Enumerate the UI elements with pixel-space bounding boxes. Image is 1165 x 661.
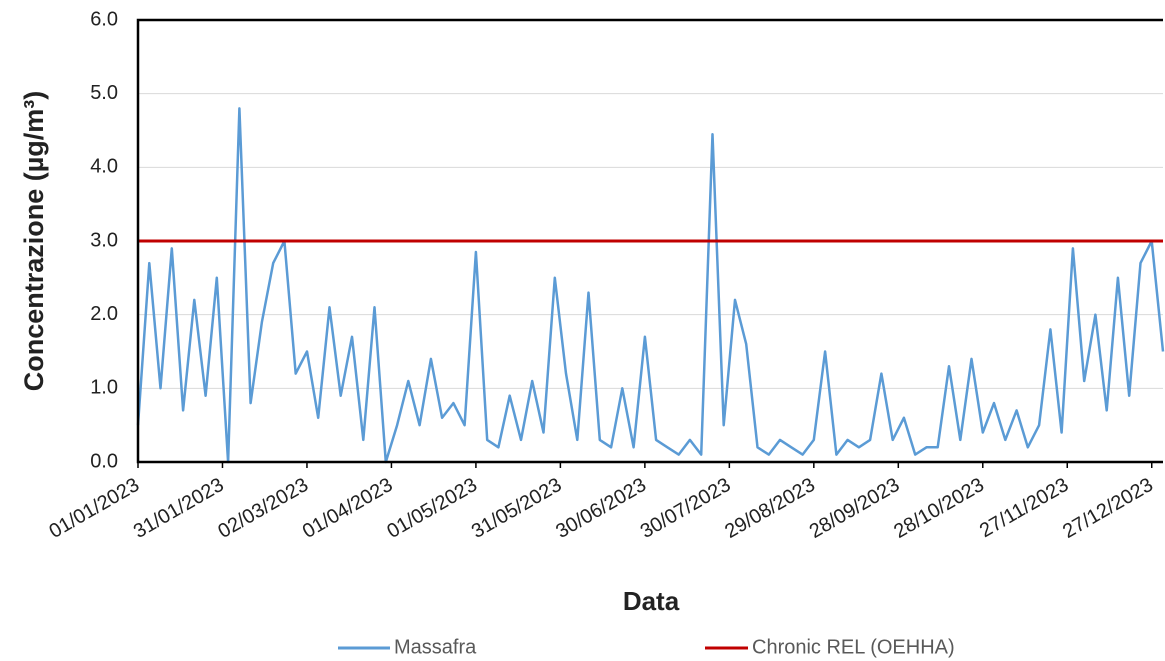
y-tick-label: 3.0 <box>90 229 118 251</box>
x-tick-label: 28/10/2023 <box>890 474 988 543</box>
x-tick-label: 01/01/2023 <box>45 474 143 543</box>
plot-border <box>136 18 1163 464</box>
legend-label: Massafra <box>394 636 477 658</box>
y-tick-label: 2.0 <box>90 303 118 325</box>
x-tick-label: 30/07/2023 <box>637 474 735 543</box>
y-tick-label: 6.0 <box>90 8 118 30</box>
x-tick-label: 30/06/2023 <box>552 474 650 543</box>
data-line <box>136 107 1165 464</box>
y-tick-label: 0.0 <box>90 450 118 472</box>
x-tick-label: 02/03/2023 <box>214 474 312 543</box>
x-tick-label: 29/08/2023 <box>721 474 819 543</box>
y-axis-title: Concentrazione (µg/m³) <box>19 91 49 392</box>
x-tick-label: 01/05/2023 <box>383 474 481 543</box>
x-axis-title: Data <box>623 586 680 616</box>
x-tick-label: 28/09/2023 <box>806 474 904 543</box>
x-tick-label: 31/01/2023 <box>130 474 228 543</box>
y-tick-label: 1.0 <box>90 377 118 399</box>
y-tick-label: 4.0 <box>90 156 118 178</box>
x-tick-label: 01/04/2023 <box>299 474 397 543</box>
y-tick-label: 5.0 <box>90 82 118 104</box>
x-tick-label: 27/11/2023 <box>976 474 1072 542</box>
legend-label: Chronic REL (OEHHA) <box>752 636 955 658</box>
x-tick-label: 27/12/2023 <box>1059 474 1157 543</box>
x-tick-label: 31/05/2023 <box>468 474 566 543</box>
